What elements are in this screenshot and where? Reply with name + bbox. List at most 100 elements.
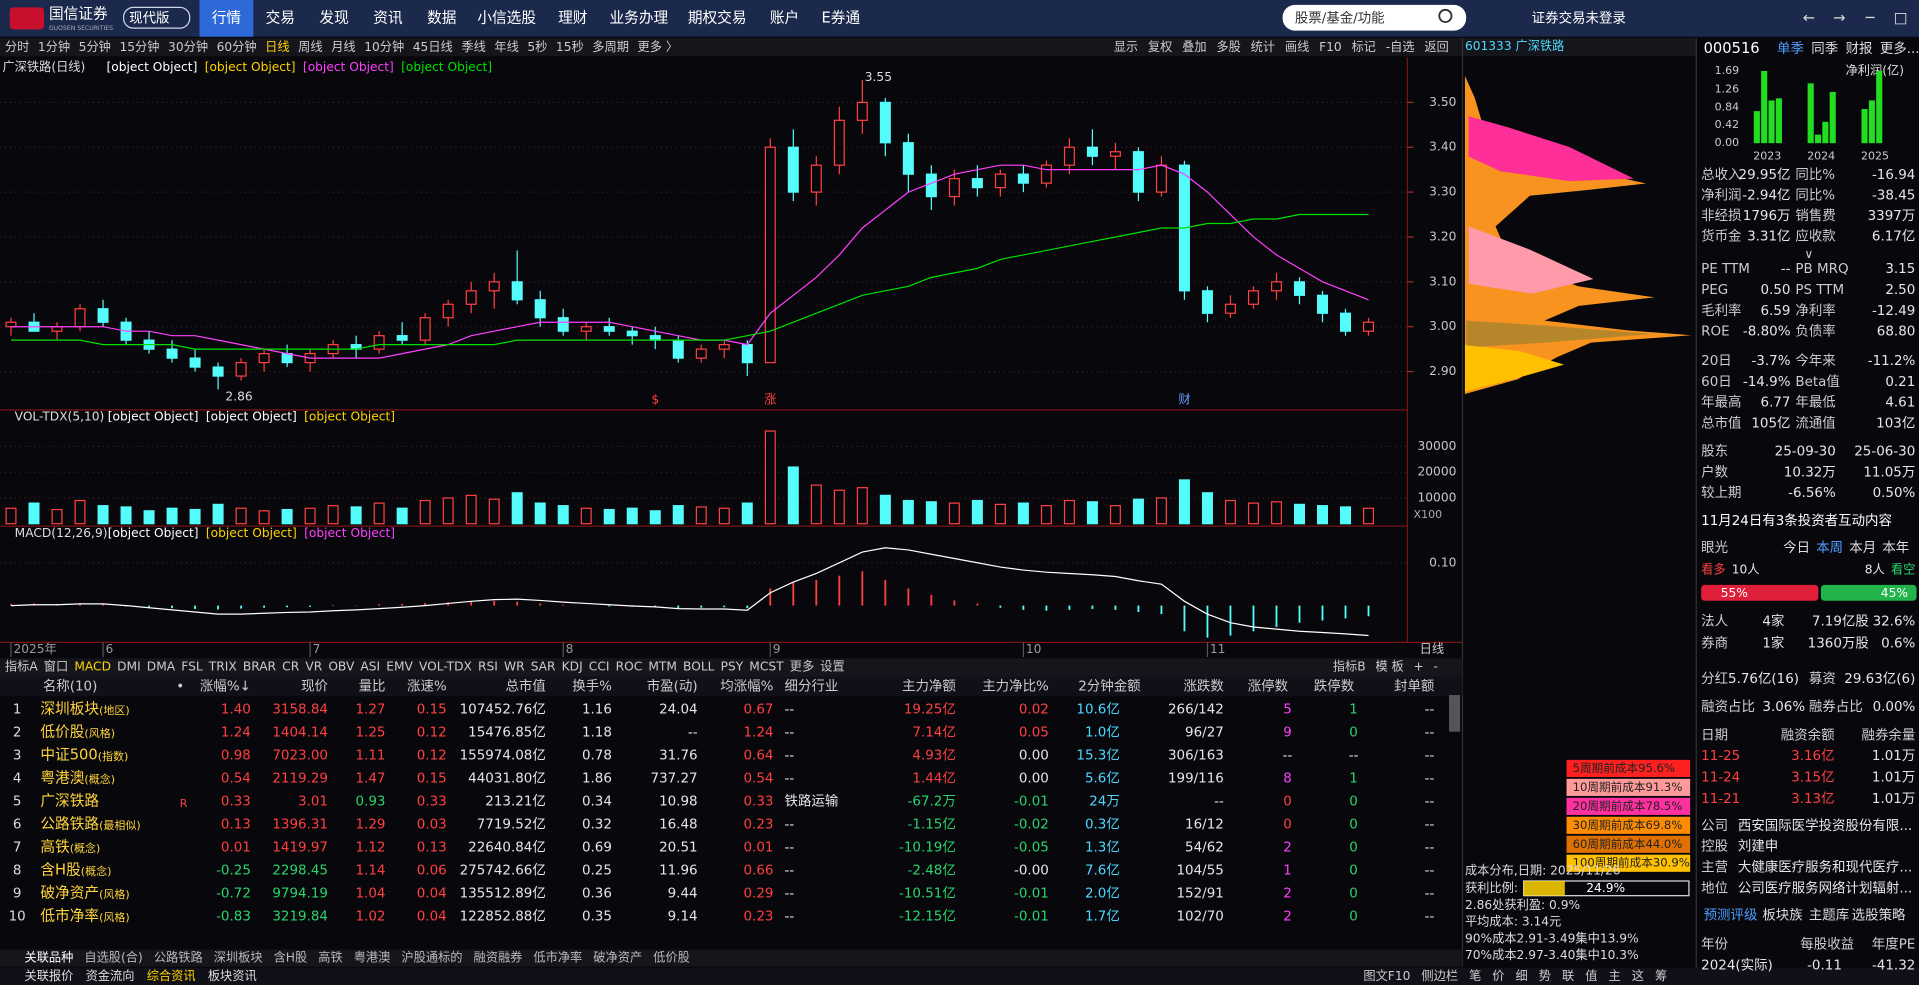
period-tab[interactable]: 更多 〉	[638, 40, 679, 54]
column-header[interactable]: 均涨幅%	[720, 678, 773, 694]
view-tab[interactable]: 今日	[1783, 540, 1810, 556]
status-tab[interactable]: 板块资讯	[208, 969, 257, 983]
indicator-tab[interactable]: BRAR	[243, 659, 277, 673]
row-name[interactable]: 含H股	[40, 862, 81, 879]
indicator-tab[interactable]: RSI	[478, 659, 498, 673]
column-header[interactable]: 主力净额	[902, 678, 956, 694]
status-button[interactable]: 筹	[1655, 969, 1667, 983]
f10-tab[interactable]: 选股策略	[1852, 906, 1906, 923]
expand[interactable]: ∨	[1804, 247, 1813, 261]
event-marker[interactable]: 财	[1178, 393, 1190, 407]
column-header[interactable]: 涨速%	[407, 678, 447, 694]
indicator-tab[interactable]: -	[1434, 659, 1438, 673]
column-header[interactable]: •	[176, 679, 184, 694]
period-tab[interactable]: 15秒	[556, 40, 584, 54]
bottom-tab[interactable]: 深圳板块	[214, 951, 263, 965]
row-name[interactable]: 中证500	[40, 747, 97, 764]
status-button[interactable]: 联	[1562, 969, 1574, 983]
tool-button[interactable]: -自选	[1386, 40, 1415, 54]
bottom-tab[interactable]: 公路铁路	[154, 950, 203, 965]
period-tab[interactable]: 多周期	[592, 40, 629, 54]
menu-item[interactable]: 数据	[427, 9, 457, 26]
notice[interactable]: 11月24日有3条投资者互动内容	[1701, 512, 1892, 529]
bottom-tab[interactable]: 关联品种	[24, 951, 73, 965]
event-marker[interactable]: 涨	[764, 392, 776, 407]
menu-item[interactable]: E券通	[821, 9, 860, 26]
window-control[interactable]: □	[1894, 9, 1908, 26]
indicator-tab[interactable]: DMA	[147, 659, 176, 673]
column-header[interactable]: 换手%	[572, 678, 612, 694]
search-box[interactable]	[1282, 4, 1467, 31]
menu-item[interactable]: 账户	[770, 9, 799, 26]
status-tab[interactable]: 综合资讯	[147, 968, 196, 983]
indicator-tab[interactable]: 设置	[820, 659, 844, 673]
menu-item[interactable]: 交易	[266, 8, 295, 26]
tool-button[interactable]: 叠加	[1182, 40, 1206, 54]
f10-tab[interactable]: 板块族	[1762, 907, 1802, 923]
indicator-tab[interactable]: MACD	[74, 659, 111, 673]
status-button[interactable]: 笔	[1469, 968, 1481, 983]
view-tab[interactable]: 本月	[1849, 540, 1876, 556]
status-button[interactable]: 价	[1492, 969, 1504, 983]
menu-item[interactable]: 业务办理	[610, 9, 669, 26]
menu-item[interactable]: 小信选股	[477, 9, 536, 26]
tool-button[interactable]: 画线	[1285, 40, 1309, 54]
bottom-tab[interactable]: 低市净率	[533, 950, 582, 965]
period-tab[interactable]: 年线	[494, 40, 518, 54]
indicator-tab[interactable]: TRIX	[208, 659, 237, 673]
indicator-tab[interactable]: CR	[282, 659, 300, 673]
period-tab[interactable]: 45日线	[413, 40, 453, 54]
row-name[interactable]: 广深铁路	[40, 793, 99, 810]
period-tab[interactable]: 分时	[5, 40, 29, 54]
indicator-tab[interactable]: ASI	[360, 659, 380, 673]
row-name[interactable]: 低价股	[40, 724, 84, 741]
indicator-tab[interactable]: OBV	[328, 659, 355, 673]
indicator-tab[interactable]: PSY	[721, 659, 744, 673]
period-tab[interactable]: 季线	[461, 40, 485, 54]
event-marker[interactable]: $	[651, 393, 659, 407]
indicator-tab[interactable]: CCI	[589, 659, 610, 673]
status-tab[interactable]: 资金流向	[86, 968, 135, 983]
row-name[interactable]: 高铁	[40, 839, 70, 856]
tool-button[interactable]: 统计	[1251, 40, 1275, 54]
period-tab[interactable]: 月线	[331, 40, 355, 54]
f10-tab[interactable]: 主题库	[1809, 907, 1849, 923]
row-name[interactable]: 破净资产	[40, 885, 99, 902]
indicator-tab[interactable]: 窗口	[44, 659, 68, 673]
column-header[interactable]: 现价	[301, 679, 328, 694]
indicator-tab[interactable]: FSL	[181, 659, 203, 673]
menu-item[interactable]: 行情	[212, 9, 242, 26]
status-tab[interactable]: 关联报价	[24, 968, 73, 983]
row-name[interactable]: 低市净率	[40, 908, 99, 925]
indicator-tab[interactable]: BOLL	[683, 659, 715, 673]
window-control[interactable]: ─	[1865, 9, 1875, 26]
indicator-tab[interactable]: 更多	[790, 659, 814, 673]
column-header[interactable]: 量比	[359, 678, 386, 694]
status-button[interactable]: 图文F10	[1363, 968, 1410, 983]
tool-button[interactable]: 复权	[1148, 40, 1172, 54]
menu-item[interactable]: 资讯	[373, 9, 403, 26]
bottom-tab[interactable]: 破净资产	[593, 950, 642, 965]
period-tab[interactable]: 10分钟	[364, 39, 404, 54]
status-button[interactable]: 势	[1539, 969, 1551, 983]
status-button[interactable]: 这	[1632, 968, 1644, 983]
f10-tab[interactable]: 财报	[1846, 41, 1873, 57]
f10-tab[interactable]: 同季	[1811, 41, 1838, 57]
column-header[interactable]: 涨停数	[1248, 677, 1289, 694]
menu-item[interactable]: 期权交易	[688, 8, 747, 26]
indicator-tab[interactable]: 模 板	[1375, 659, 1403, 673]
status-button[interactable]: 主	[1608, 969, 1620, 983]
column-header[interactable]: 总市值	[505, 677, 545, 694]
window-control[interactable]: →	[1833, 9, 1845, 26]
column-header[interactable]: 跌停数	[1314, 677, 1355, 694]
menu-item[interactable]: 发现	[319, 9, 349, 26]
period-tab[interactable]: 30分钟	[168, 39, 208, 54]
indicator-tab[interactable]: 指标A	[5, 658, 38, 673]
menu-item[interactable]: 理财	[558, 9, 587, 26]
period-tab[interactable]: 5秒	[527, 40, 547, 54]
indicator-tab[interactable]: EMV	[386, 659, 413, 673]
column-header[interactable]: 细分行业	[784, 678, 838, 694]
indicator-tab[interactable]: 指标B	[1333, 658, 1366, 673]
status-button[interactable]: 细	[1516, 969, 1528, 983]
period-tab[interactable]: 1分钟	[38, 39, 70, 54]
